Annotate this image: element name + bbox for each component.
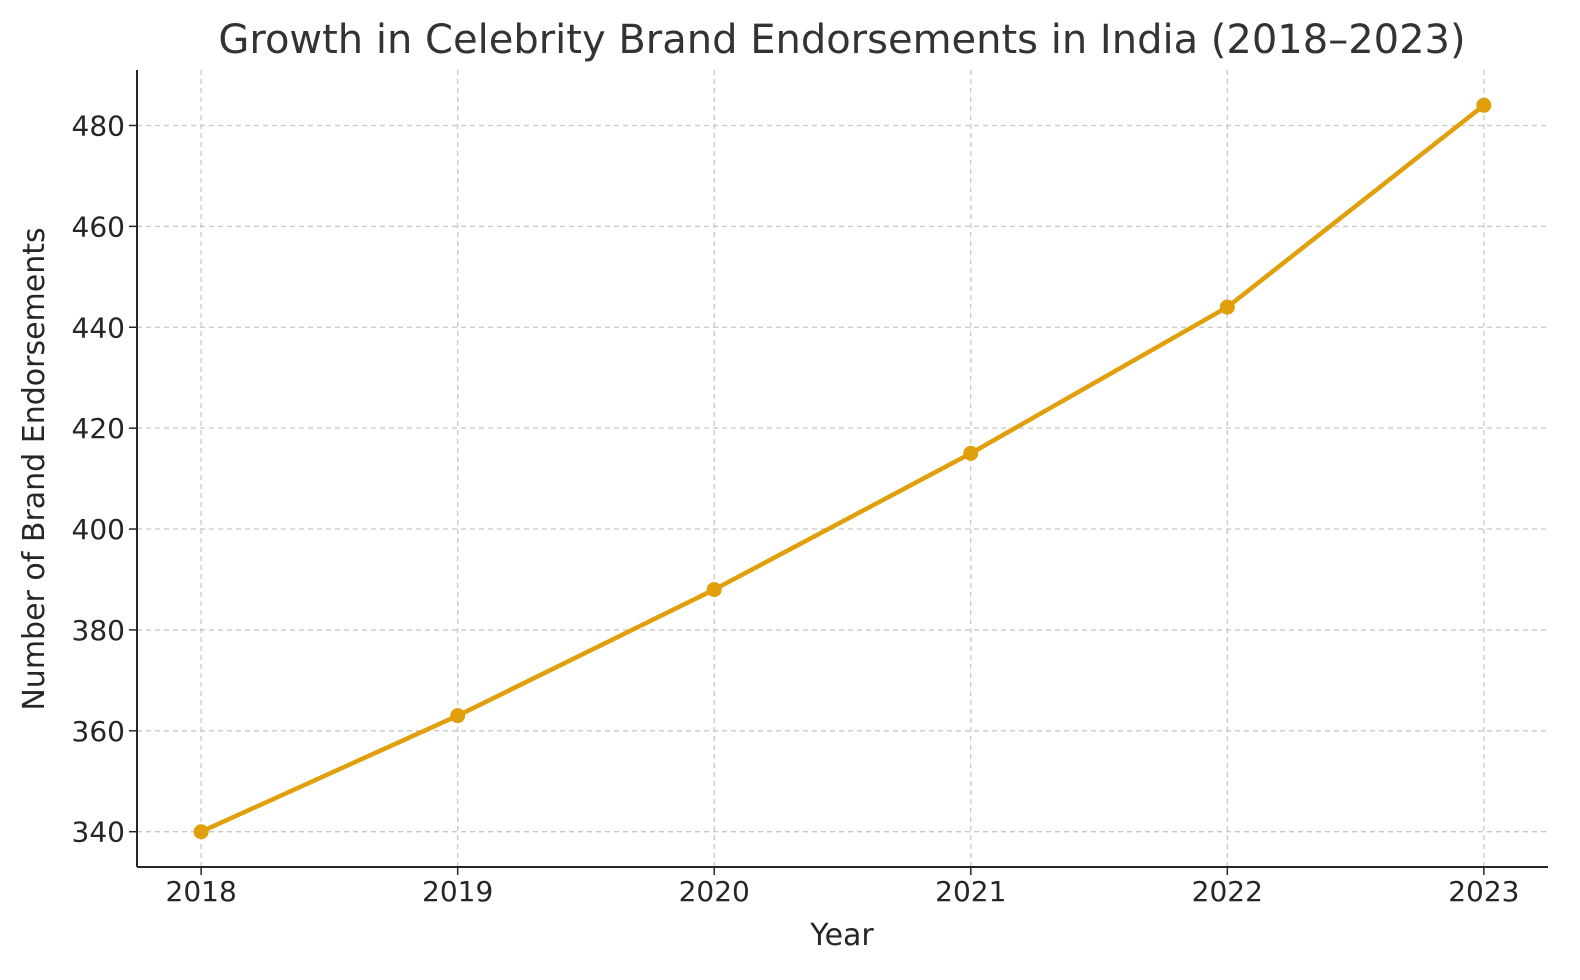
axes	[136, 70, 1548, 868]
x-axis-label: Year	[809, 918, 874, 953]
y-tick-label: 420	[72, 412, 125, 445]
x-tick-label: 2021	[935, 875, 1006, 908]
series	[193, 97, 1492, 840]
y-tick-label: 440	[72, 311, 125, 344]
y-tick-label: 400	[72, 513, 125, 546]
x-tick-label: 2022	[1192, 875, 1263, 908]
x-tick-label: 2023	[1448, 875, 1519, 908]
data-point	[1219, 299, 1235, 315]
y-tick-label: 460	[72, 210, 125, 243]
data-point	[706, 582, 722, 598]
data-point	[193, 824, 209, 840]
y-tick-label: 360	[72, 715, 125, 748]
chart-title: Growth in Celebrity Brand Endorsements i…	[218, 17, 1465, 63]
series-line	[200, 103, 1486, 834]
data-point	[963, 445, 979, 461]
data-point	[450, 708, 466, 724]
y-tick-label: 340	[72, 816, 125, 849]
x-tick-label: 2020	[679, 875, 750, 908]
x-tick-label: 2018	[166, 875, 237, 908]
x-tick-label: 2019	[422, 875, 493, 908]
y-axis-label: Number of Brand Endorsements	[17, 227, 52, 710]
ticks: 2018 2019 2020 2021 2022 2023 340 360 380 400 420 4…	[72, 109, 1520, 908]
grid	[137, 70, 1548, 867]
y-tick-label: 380	[72, 614, 125, 647]
y-tick-label: 480	[72, 109, 125, 142]
data-point	[1476, 97, 1492, 113]
